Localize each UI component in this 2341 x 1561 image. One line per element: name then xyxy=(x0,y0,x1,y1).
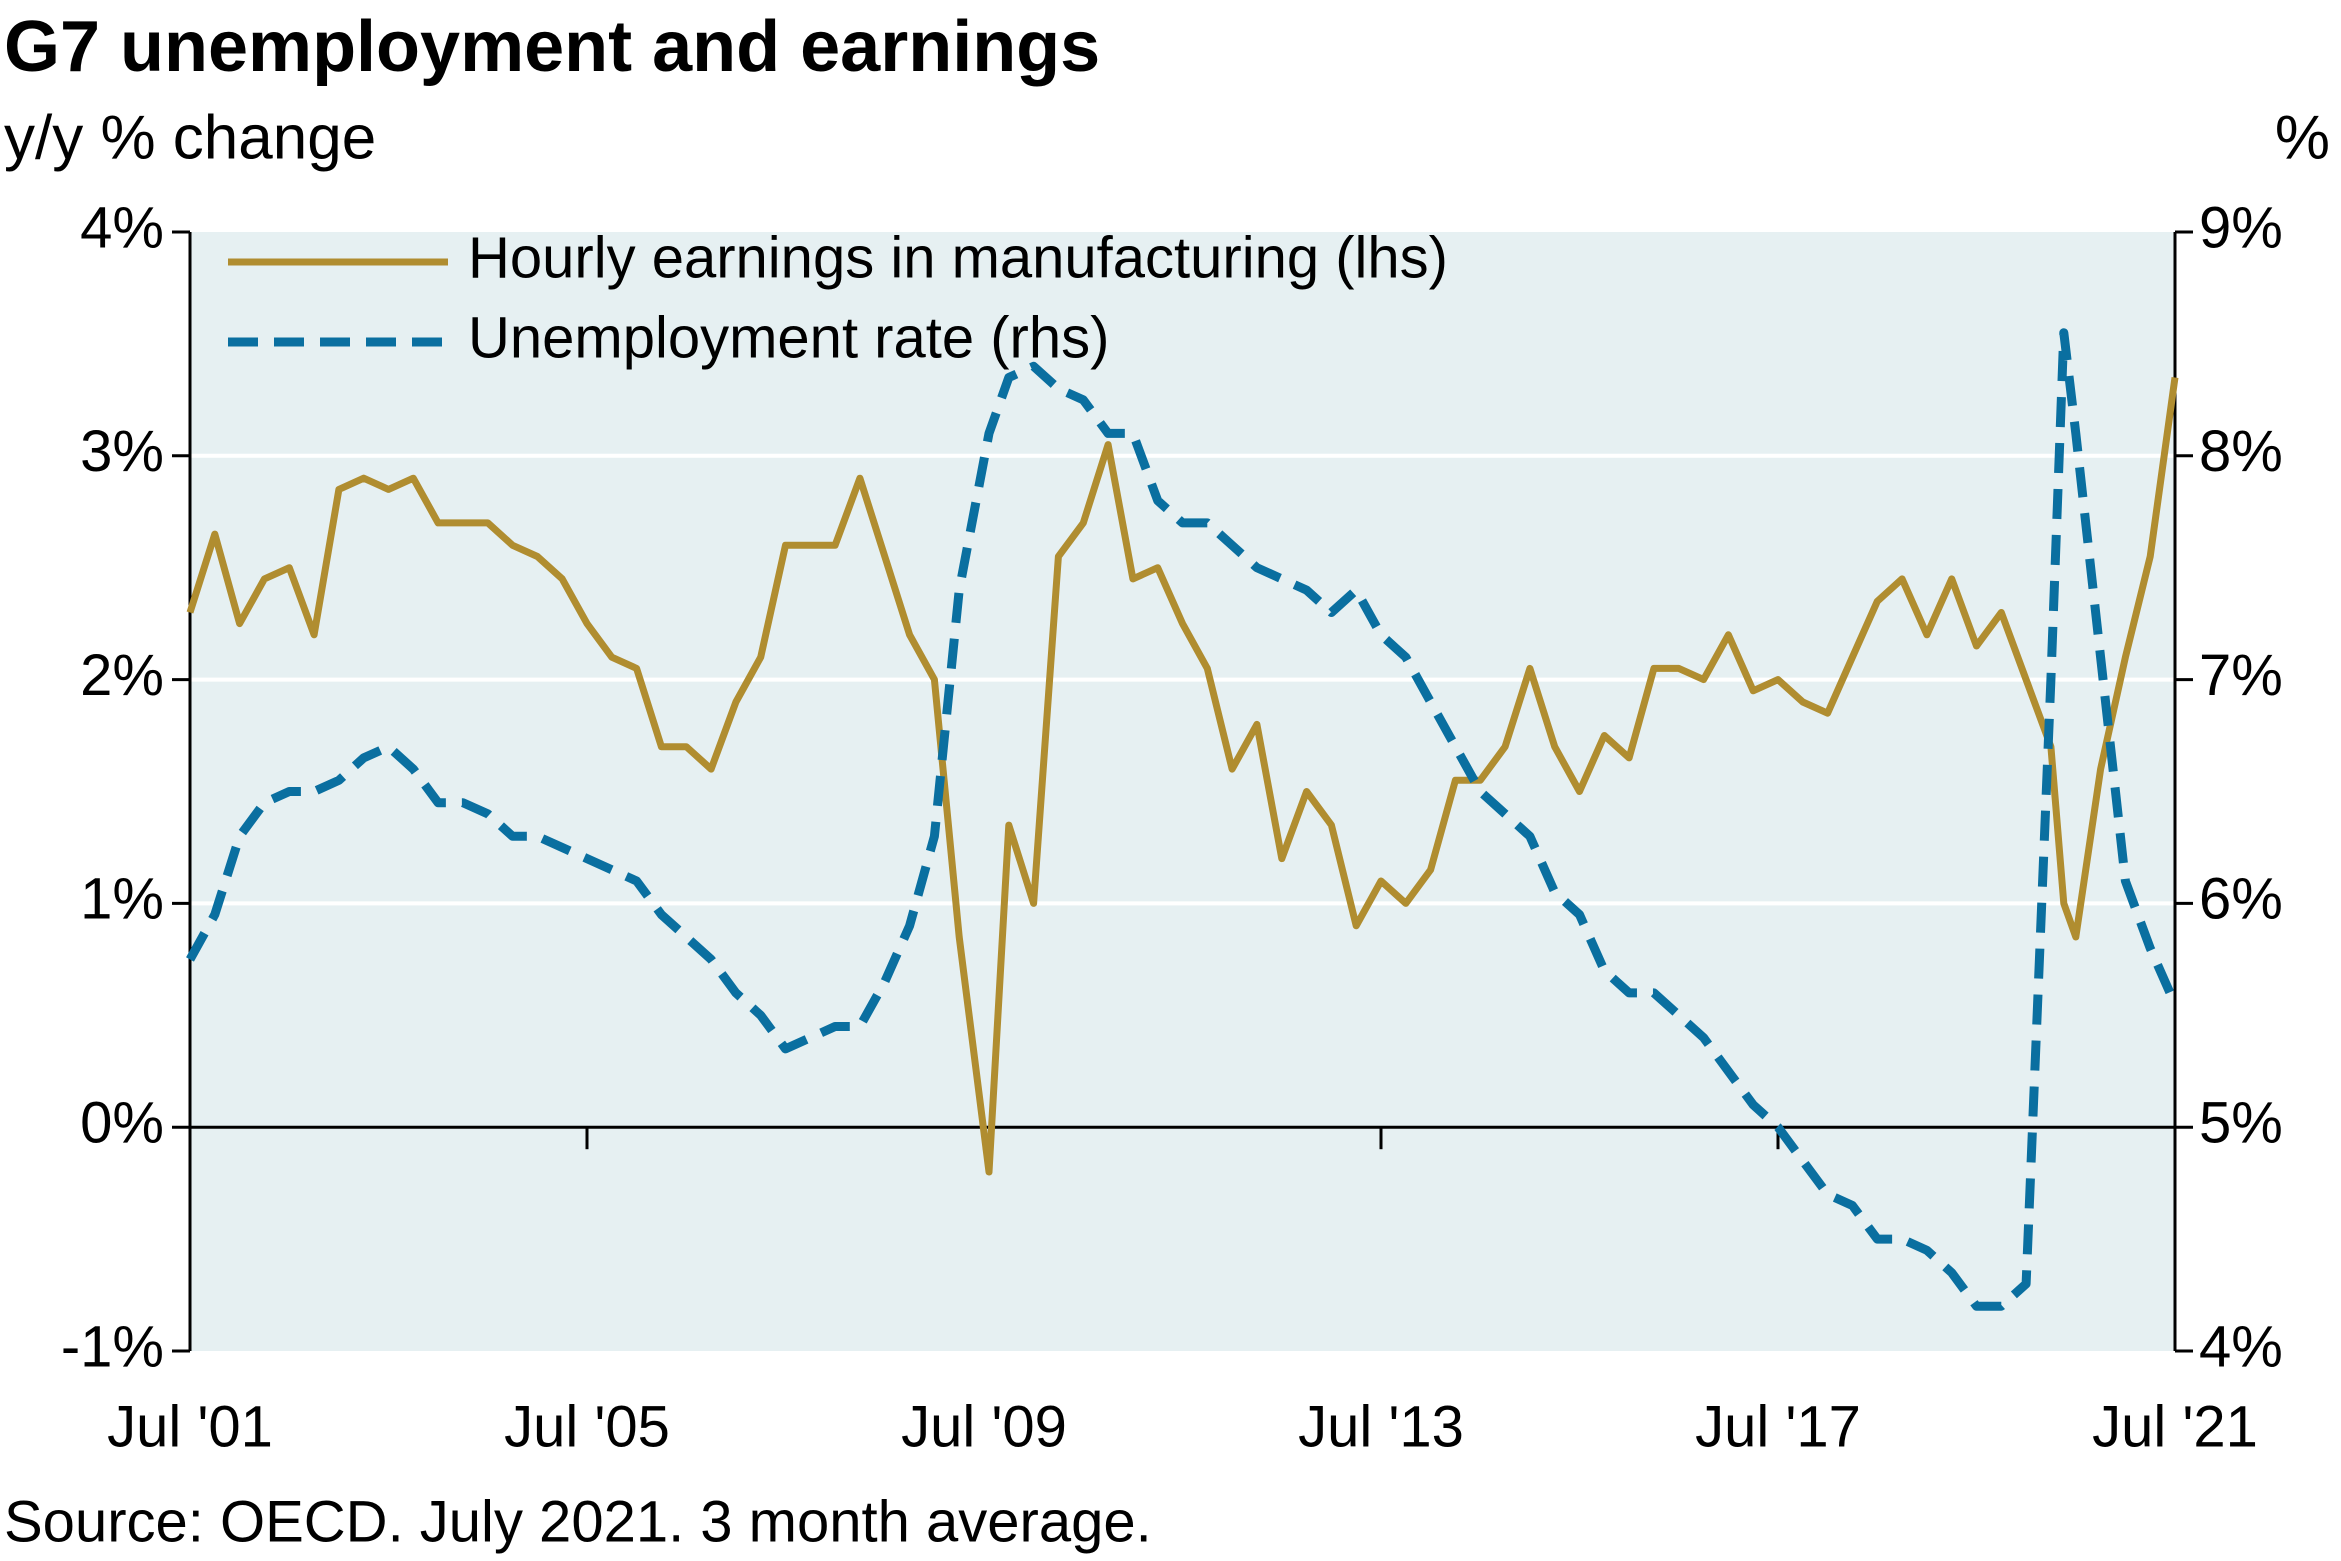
x-tick-label: Jul '13 xyxy=(1298,1394,1464,1459)
y-tick-label: 0% xyxy=(80,1091,164,1156)
y-tick-label: -1% xyxy=(61,1314,164,1379)
y2-label: % xyxy=(2275,103,2330,172)
y2-tick-label: 5% xyxy=(2199,1091,2283,1156)
legend-label: Unemployment rate (rhs) xyxy=(468,305,1109,370)
y-tick-label: 2% xyxy=(80,643,164,708)
source-note: Source: OECD. July 2021. 3 month average… xyxy=(4,1489,1152,1554)
chart-title: G7 unemployment and earnings xyxy=(4,7,1100,87)
y2-tick-label: 7% xyxy=(2199,643,2283,708)
x-tick-label: Jul '05 xyxy=(504,1394,670,1459)
x-tick-label: Jul '17 xyxy=(1695,1394,1861,1459)
subtitle: y/y % change xyxy=(4,103,376,172)
y-tick-label: 3% xyxy=(80,419,164,484)
y-tick-label: 4% xyxy=(80,195,164,260)
y2-tick-label: 4% xyxy=(2199,1314,2283,1379)
series-line xyxy=(186,328,2180,1311)
series-line xyxy=(186,377,2179,1176)
y2-tick-label: 8% xyxy=(2199,419,2283,484)
x-tick-label: Jul '09 xyxy=(901,1394,1067,1459)
x-tick-label: Jul '21 xyxy=(2092,1394,2258,1459)
y2-tick-label: 9% xyxy=(2199,195,2283,260)
y-tick-label: 1% xyxy=(80,867,164,932)
legend-label: Hourly earnings in manufacturing (lhs) xyxy=(468,225,1448,290)
x-tick-label: Jul '01 xyxy=(107,1394,273,1459)
y2-tick-label: 6% xyxy=(2199,867,2283,932)
plot-area xyxy=(190,232,2175,1351)
